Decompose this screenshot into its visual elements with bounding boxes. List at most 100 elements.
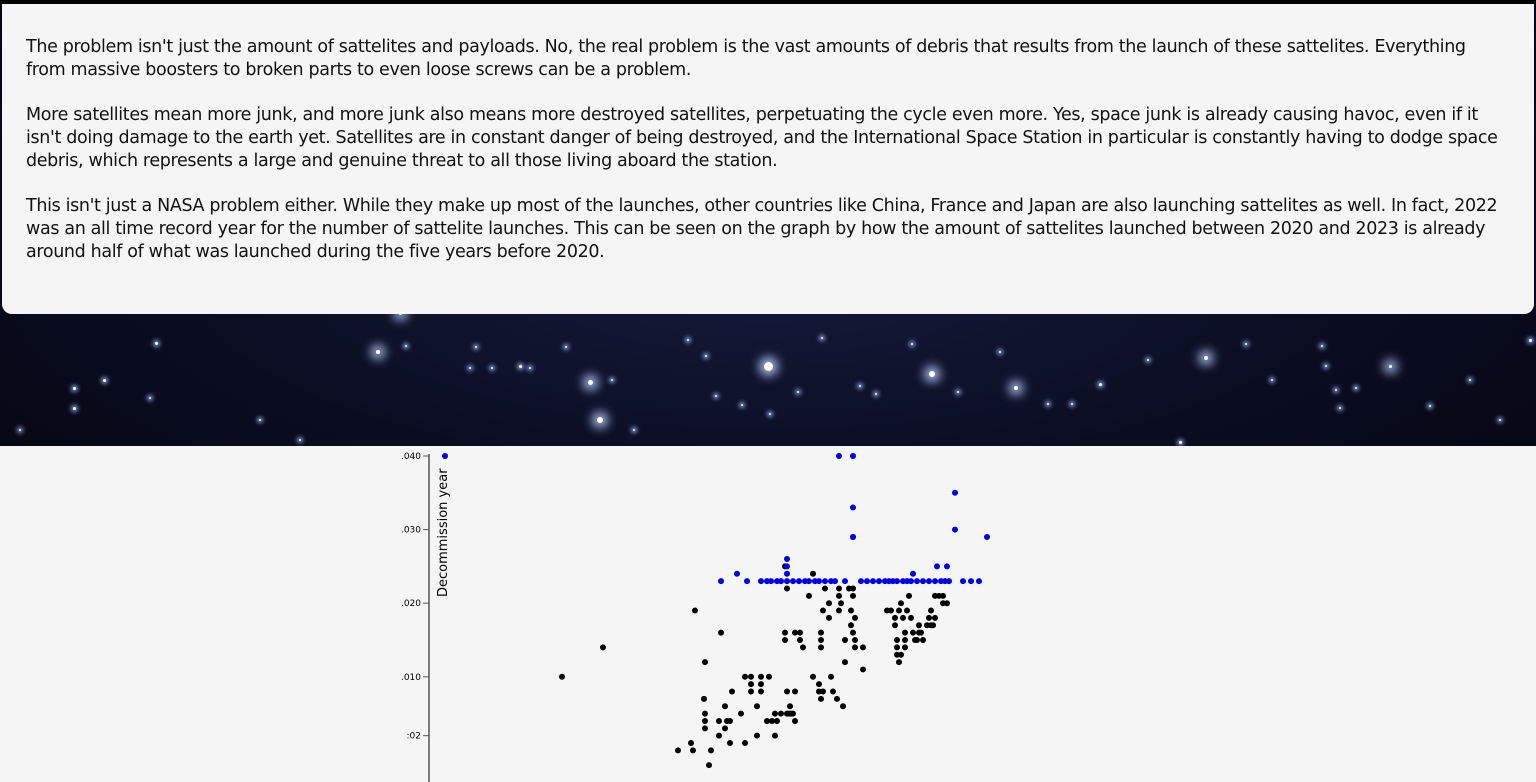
data-point-black [778,710,784,717]
data-point-black [772,710,778,717]
star [1469,379,1471,381]
data-point-blue [822,578,828,585]
star [1071,403,1073,405]
data-point-black [818,637,824,643]
data-point-blue [796,578,802,585]
data-point-black [852,614,858,621]
data-point-black [758,673,764,680]
paragraph-junk-cycle: More satellites mean more junk, and more… [26,105,1498,171]
data-point-black [860,644,866,651]
data-point-black [830,688,836,695]
star [797,391,799,393]
y-tick-label: .020 [401,599,421,609]
star [259,419,261,421]
data-point-black [926,614,932,621]
data-point-black [766,673,772,680]
star [529,367,531,369]
star [1388,364,1392,368]
data-point-black [818,629,824,636]
data-point-black [852,644,858,651]
data-point-blue [944,563,950,570]
data-point-blue [806,578,812,585]
star [763,361,773,371]
data-point-black [816,681,822,688]
star [102,378,106,382]
star [929,371,935,377]
data-point-blue [976,578,982,585]
data-point-black [894,637,900,643]
data-point-blue [790,578,796,585]
data-point-black [742,740,748,747]
star [19,429,21,431]
data-point-black [797,637,803,643]
data-point-black [797,629,803,636]
star [911,343,913,345]
star [518,364,522,368]
data-point-black [888,607,894,614]
scatter-chart-svg: :02 .010 .020 .030 .040 Decommission year [401,452,990,782]
top-bar [0,0,1536,4]
data-point-black [826,600,832,607]
data-point-black [764,717,770,724]
data-point-black [675,747,681,754]
data-point-black [896,607,902,614]
data-point-black [600,644,606,651]
data-point-black [706,762,712,769]
data-point-black [792,688,798,695]
data-point-black [940,592,946,599]
data-point-black [729,688,735,695]
data-point-blue [850,533,856,540]
data-point-black [738,710,744,717]
data-point-black [892,622,898,629]
y-axis-title: Decommission year [436,468,451,597]
star [821,337,823,339]
data-point-black [718,629,724,636]
star [1499,419,1501,421]
data-point-black [848,622,854,629]
data-point-blue [914,578,920,585]
data-point-blue [784,578,790,585]
data-point-blue [784,556,790,563]
article-card: The problem isn't just the amount of sat… [2,4,1534,314]
star [1339,407,1341,409]
data-point-black [932,614,938,621]
data-point-black [784,688,790,695]
star [72,386,76,390]
data-point-blue [442,453,448,459]
data-point-black [836,585,842,592]
data-point-blue [842,578,848,585]
data-point-black [748,681,754,688]
data-point-black [702,717,708,724]
star [565,346,567,348]
data-point-blue [832,578,838,585]
data-point-blue [952,489,958,496]
star [469,367,471,369]
star [1178,440,1182,444]
data-point-blue [734,570,740,577]
data-point-blue [836,453,842,459]
data-point-blue [926,578,932,585]
data-point-black [754,732,760,739]
data-point-black [742,673,748,680]
data-point-black [828,673,834,680]
star [587,379,593,385]
data-point-blue [744,578,750,585]
data-point-black [782,637,788,643]
data-point-black [826,614,832,621]
data-point-blue [920,578,926,585]
data-point-black [914,637,920,643]
data-point-blue [718,578,724,585]
star [154,341,158,345]
data-point-black [754,703,760,710]
data-point-black [800,644,806,651]
data-point-blue [758,578,764,585]
data-point-black [894,644,900,651]
data-point-blue [778,578,784,585]
star [405,345,407,347]
data-point-blue [876,578,882,585]
star [957,391,959,393]
star [705,355,707,357]
data-point-blue [870,578,876,585]
star [1245,343,1247,345]
star [1335,389,1337,391]
